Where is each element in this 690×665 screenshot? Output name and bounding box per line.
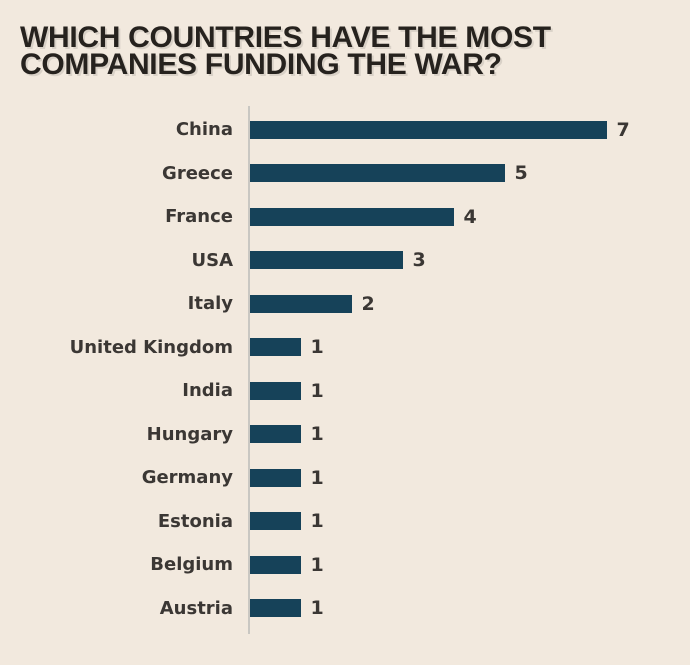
country-label: Hungary: [146, 423, 233, 445]
bar-area: 4: [248, 195, 670, 239]
country-label: Greece: [162, 162, 233, 184]
chart-row: Greece 5: [20, 152, 670, 196]
bar: [249, 599, 301, 618]
country-label: China: [175, 119, 233, 141]
chart-row: Italy 2: [20, 282, 670, 326]
value-label: 1: [310, 553, 324, 576]
bar-area: 1: [248, 500, 670, 544]
bar-area: 1: [248, 413, 670, 457]
country-label: France: [165, 206, 233, 228]
chart-row: China 7: [20, 108, 670, 152]
value-label: 4: [463, 205, 477, 228]
bar-area: 1: [248, 456, 670, 500]
chart-rows: China 7 Greece 5 France 4 USA 3 Italy 2 United Kin…: [20, 108, 670, 630]
country-label: Germany: [141, 467, 233, 489]
value-label: 1: [310, 423, 324, 446]
bar: [249, 555, 301, 574]
bar: [249, 120, 607, 139]
value-label: 1: [310, 379, 324, 402]
chart-row: Estonia 1: [20, 500, 670, 544]
chart-row: Belgium 1: [20, 543, 670, 587]
chart-title-line1: WHICH COUNTRIES HAVE THE MOST: [20, 21, 551, 54]
country-label: USA: [191, 249, 233, 271]
country-label: Italy: [187, 293, 233, 315]
chart-row: USA 3: [20, 239, 670, 283]
bar: [249, 338, 301, 357]
axis-baseline: [248, 106, 250, 634]
bar-area: 1: [248, 543, 670, 587]
country-label: United Kingdom: [69, 336, 233, 358]
value-label: 7: [616, 118, 630, 141]
chart-row: Germany 1: [20, 456, 670, 500]
bar: [249, 381, 301, 400]
chart-row: Austria 1: [20, 587, 670, 631]
bar: [249, 425, 301, 444]
bar: [249, 294, 352, 313]
country-label: Austria: [159, 597, 233, 619]
bar-area: 1: [248, 587, 670, 631]
bar-chart: China 7 Greece 5 France 4 USA 3 Italy 2 United Kin…: [20, 106, 670, 634]
value-label: 1: [310, 466, 324, 489]
bar: [249, 251, 403, 270]
chart-row: United Kingdom 1: [20, 326, 670, 370]
bar-area: 3: [248, 239, 670, 283]
country-label: Belgium: [150, 554, 233, 576]
bar-area: 7: [248, 108, 670, 152]
bar-area: 2: [248, 282, 670, 326]
value-label: 2: [361, 292, 375, 315]
value-label: 5: [514, 162, 528, 185]
bar: [249, 468, 301, 487]
value-label: 3: [412, 249, 426, 272]
country-label: India: [182, 380, 233, 402]
bar-area: 1: [248, 326, 670, 370]
chart-row: India 1: [20, 369, 670, 413]
country-label: Estonia: [157, 510, 233, 532]
bar: [249, 512, 301, 531]
chart-title-line2: COMPANIES FUNDING THE WAR?: [20, 48, 502, 81]
value-label: 1: [310, 597, 324, 620]
bar-area: 5: [248, 152, 670, 196]
bar: [249, 164, 505, 183]
value-label: 1: [310, 336, 324, 359]
bar-area: 1: [248, 369, 670, 413]
chart-row: France 4: [20, 195, 670, 239]
chart-row: Hungary 1: [20, 413, 670, 457]
value-label: 1: [310, 510, 324, 533]
chart-title: WHICH COUNTRIES HAVE THE MOST COMPANIES …: [20, 21, 670, 81]
bar: [249, 207, 454, 226]
